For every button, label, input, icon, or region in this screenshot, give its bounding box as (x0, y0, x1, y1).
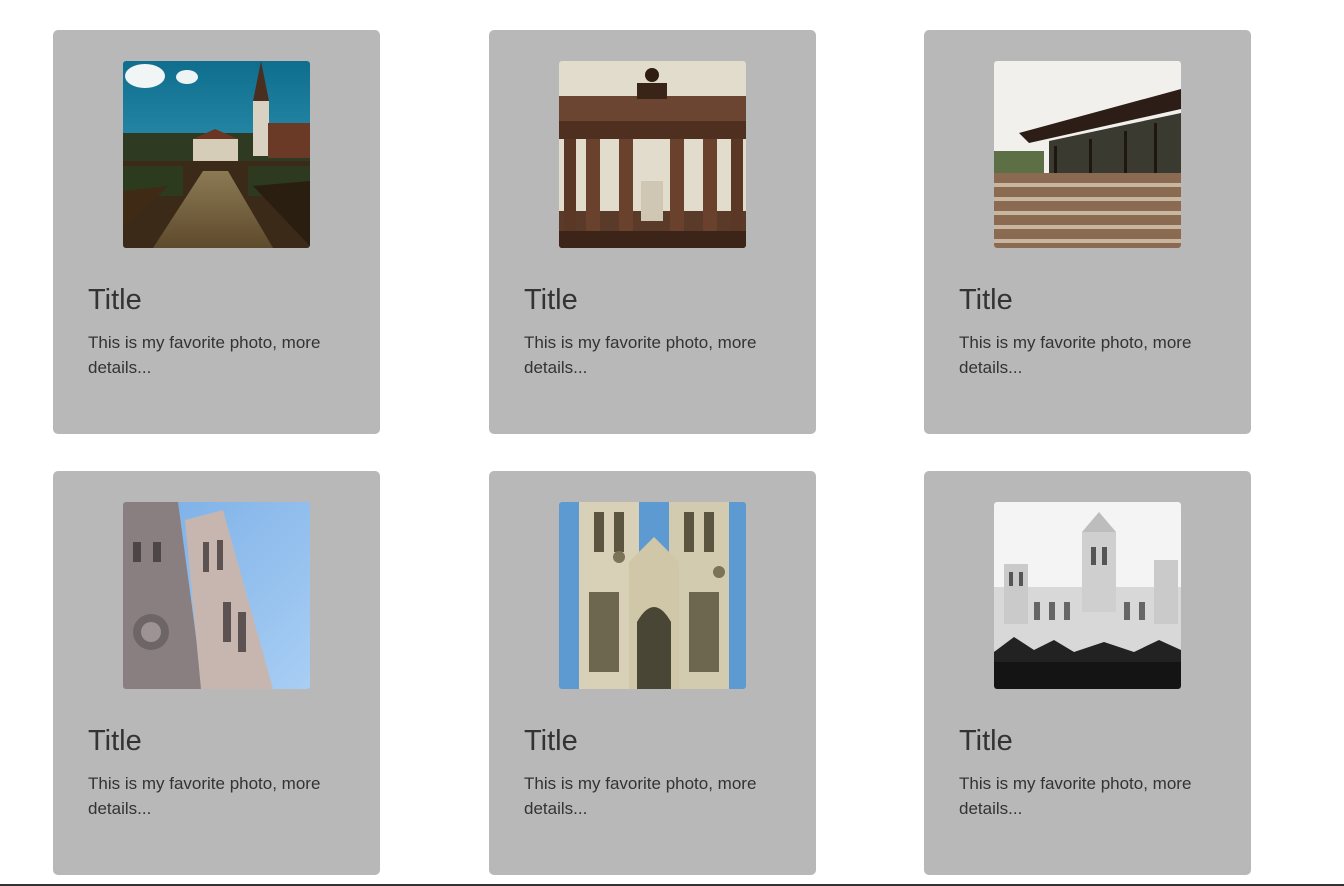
card-title: Title (959, 284, 1013, 316)
card-title: Title (959, 725, 1013, 757)
card-title: Title (524, 284, 578, 316)
card-description: This is my favorite photo, more details.… (524, 333, 757, 377)
card-description: This is my favorite photo, more details.… (959, 774, 1192, 818)
card-description: This is my favorite photo, more details.… (88, 333, 321, 377)
photo-card[interactable]: Title This is my favorite photo, more de… (53, 30, 380, 434)
photo-card[interactable]: Title This is my favorite photo, more de… (924, 471, 1251, 875)
glass-pavilion-photo[interactable] (994, 61, 1181, 248)
cathedral-tower-photo[interactable] (123, 502, 310, 689)
photo-card[interactable]: Title This is my favorite photo, more de… (489, 30, 816, 434)
photo-card[interactable]: Title This is my favorite photo, more de… (924, 30, 1251, 434)
card-title: Title (88, 284, 142, 316)
card-description: This is my favorite photo, more details.… (959, 333, 1192, 377)
photo-card[interactable]: Title This is my favorite photo, more de… (489, 471, 816, 875)
brandenburg-gate-photo[interactable] (559, 61, 746, 248)
gothic-abbey-photo[interactable] (559, 502, 746, 689)
bottom-divider (0, 884, 1344, 886)
photo-card[interactable]: Title This is my favorite photo, more de… (53, 471, 380, 875)
white-palace-photo[interactable] (994, 502, 1181, 689)
card-title: Title (524, 725, 578, 757)
card-description: This is my favorite photo, more details.… (524, 774, 757, 818)
card-description: This is my favorite photo, more details.… (88, 774, 321, 818)
card-title: Title (88, 725, 142, 757)
garden-church-photo[interactable] (123, 61, 310, 248)
